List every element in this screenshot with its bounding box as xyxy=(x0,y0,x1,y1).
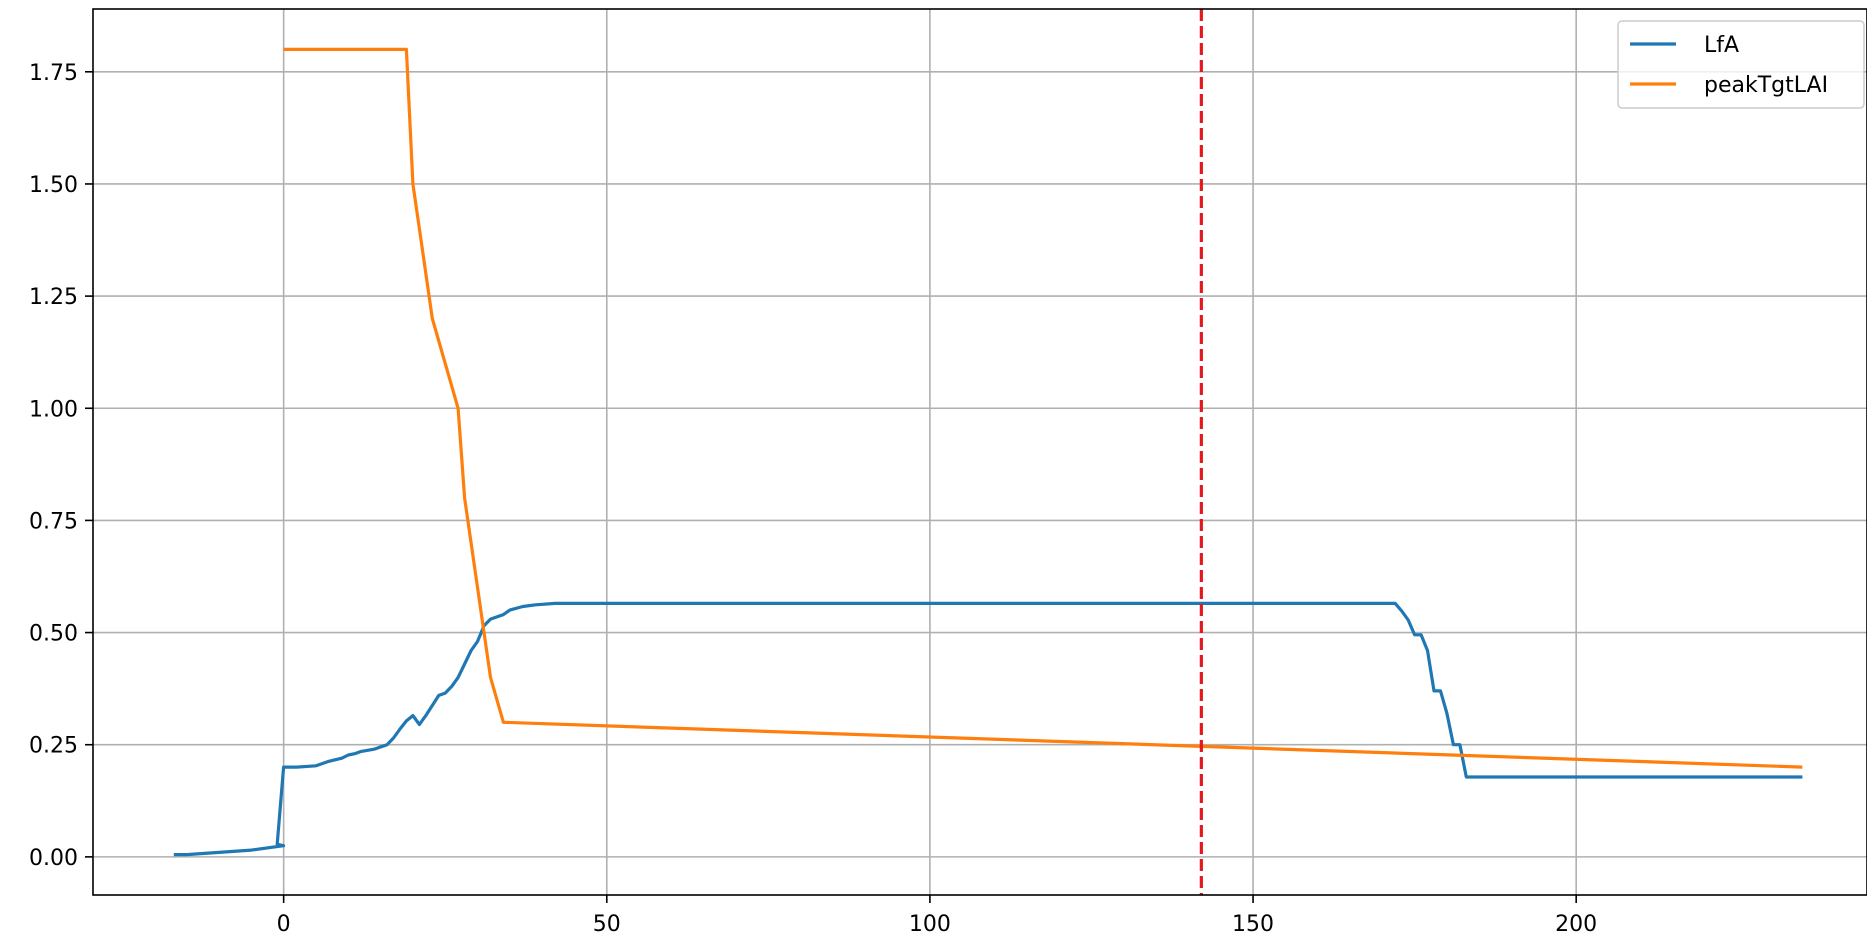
x-axis-ticks: 0 50 100 150 200 xyxy=(277,895,1597,937)
plot-frame xyxy=(92,8,1867,896)
x-tick-label: 0 xyxy=(277,912,291,937)
y-tick-label: 0.00 xyxy=(29,846,78,871)
legend-label: peakTgtLAI xyxy=(1704,73,1828,98)
x-tick-label: 50 xyxy=(593,912,621,937)
y-tick-label: 1.50 xyxy=(29,173,78,198)
series-line-peaktgtlai xyxy=(283,47,1803,769)
y-tick-label: 1.00 xyxy=(29,397,78,422)
y-tick-label: 0.50 xyxy=(29,622,78,647)
legend-label: LfA xyxy=(1704,33,1739,58)
series-line-lfa xyxy=(173,601,1803,857)
series-layer xyxy=(173,47,1803,857)
y-axis-ticks: 0.00 0.25 0.50 0.75 1.00 1.25 1.50 1.75 xyxy=(29,61,93,871)
y-tick-label: 1.75 xyxy=(29,61,78,86)
y-tick-label: 0.25 xyxy=(29,734,78,759)
legend: LfA peakTgtLAI xyxy=(1617,20,1865,109)
x-tick-label: 200 xyxy=(1555,912,1597,937)
y-tick-label: 1.25 xyxy=(29,285,78,310)
legend-box xyxy=(1617,20,1865,109)
grid-layer xyxy=(93,9,1867,895)
x-tick-label: 150 xyxy=(1232,912,1274,937)
y-tick-label: 0.75 xyxy=(29,509,78,534)
x-tick-label: 100 xyxy=(909,912,951,937)
